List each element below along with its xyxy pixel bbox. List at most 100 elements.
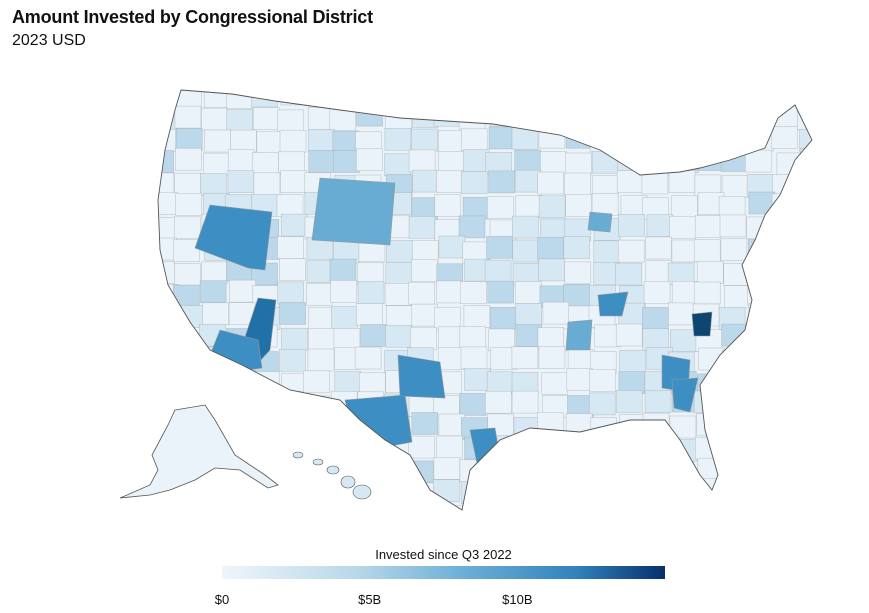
district-cell	[384, 283, 412, 306]
district-cell	[329, 108, 357, 132]
district-cell	[565, 90, 592, 109]
district-texas-west-	[344, 394, 413, 449]
district-cell	[158, 372, 175, 395]
district-cell	[487, 196, 514, 219]
district-cell	[513, 434, 541, 457]
district-cell	[438, 413, 466, 437]
district-cell	[277, 109, 304, 133]
district-cell	[460, 171, 488, 195]
district-cell	[772, 174, 799, 197]
district-nevada-north-	[194, 204, 273, 271]
district-cell	[226, 109, 253, 132]
district-cell	[748, 238, 775, 262]
district-cell	[538, 125, 566, 149]
district-cell	[542, 301, 570, 325]
district-cell	[486, 371, 514, 395]
district-cell	[434, 306, 461, 330]
district-cell	[667, 127, 695, 151]
district-cell	[772, 368, 800, 391]
district-cell	[617, 501, 644, 510]
district-cell	[199, 504, 226, 510]
district-cell	[719, 128, 747, 152]
district-cell	[720, 238, 748, 261]
district-cell	[484, 259, 512, 283]
district-cell	[512, 215, 539, 239]
district-cell	[250, 416, 278, 440]
district-cell	[776, 502, 803, 510]
district-cell	[334, 499, 361, 510]
district-cell	[277, 459, 305, 482]
district-cell	[537, 105, 564, 129]
district-cell	[357, 503, 384, 510]
district-cell	[488, 170, 515, 194]
district-cell	[618, 439, 645, 463]
district-cell	[619, 349, 646, 373]
district-cell	[747, 414, 774, 437]
district-cell	[330, 280, 357, 303]
district-cell	[748, 435, 776, 459]
district-cell	[771, 392, 799, 416]
district-cell	[643, 106, 671, 129]
district-cell	[775, 90, 802, 110]
district-cell	[615, 90, 642, 105]
district-cell	[225, 391, 253, 414]
district-cell	[175, 128, 203, 151]
district-cell	[563, 236, 591, 259]
district-cell	[279, 302, 306, 325]
district-michigan-west-	[587, 211, 613, 233]
district-cell	[460, 281, 487, 304]
district-cell	[251, 90, 278, 108]
district-cell	[671, 438, 698, 462]
district-cell	[643, 281, 671, 304]
district-cell	[670, 329, 697, 353]
district-cell	[459, 326, 486, 349]
district-cell	[174, 172, 201, 196]
district-cell	[565, 125, 593, 149]
district-cell	[252, 152, 279, 175]
district-cell	[437, 347, 465, 370]
district-cell	[644, 128, 671, 151]
district-cell	[357, 281, 385, 304]
district-cell	[590, 482, 617, 506]
district-cell	[695, 148, 722, 171]
district-cell	[158, 350, 175, 373]
district-cell	[158, 90, 177, 105]
district-cell	[512, 239, 539, 263]
district-cell	[771, 346, 798, 370]
district-cell	[280, 90, 308, 106]
district-cell	[617, 239, 645, 263]
district-cell	[279, 129, 307, 153]
district-cell	[670, 479, 698, 502]
district-cell	[175, 147, 202, 171]
district-cell	[643, 153, 670, 176]
district-cell	[645, 236, 672, 260]
legend-tick-label: $5B	[358, 592, 382, 607]
district-cell	[281, 482, 308, 505]
district-cell	[308, 306, 335, 330]
district-cell	[230, 129, 257, 153]
district-cell	[538, 346, 566, 369]
district-cell	[433, 457, 461, 480]
district-cell	[591, 150, 619, 174]
district-cell	[176, 500, 203, 510]
district-cell	[489, 479, 516, 502]
district-cell	[693, 390, 721, 414]
district-cell	[458, 215, 486, 239]
district-cell	[722, 461, 749, 485]
district-cell	[516, 90, 543, 106]
district-cell	[588, 392, 616, 416]
district-cell	[799, 260, 812, 283]
hawaii-island	[292, 451, 304, 459]
district-cell	[797, 214, 812, 238]
district-cell	[489, 104, 517, 128]
district-cell	[771, 282, 799, 306]
district-cell	[436, 280, 463, 304]
district-cell	[412, 169, 439, 193]
alaska	[119, 404, 279, 499]
district-cell	[308, 129, 335, 152]
district-cell	[487, 458, 514, 482]
district-cell	[308, 413, 335, 437]
district-cell	[796, 191, 812, 215]
district-cell	[537, 505, 565, 510]
